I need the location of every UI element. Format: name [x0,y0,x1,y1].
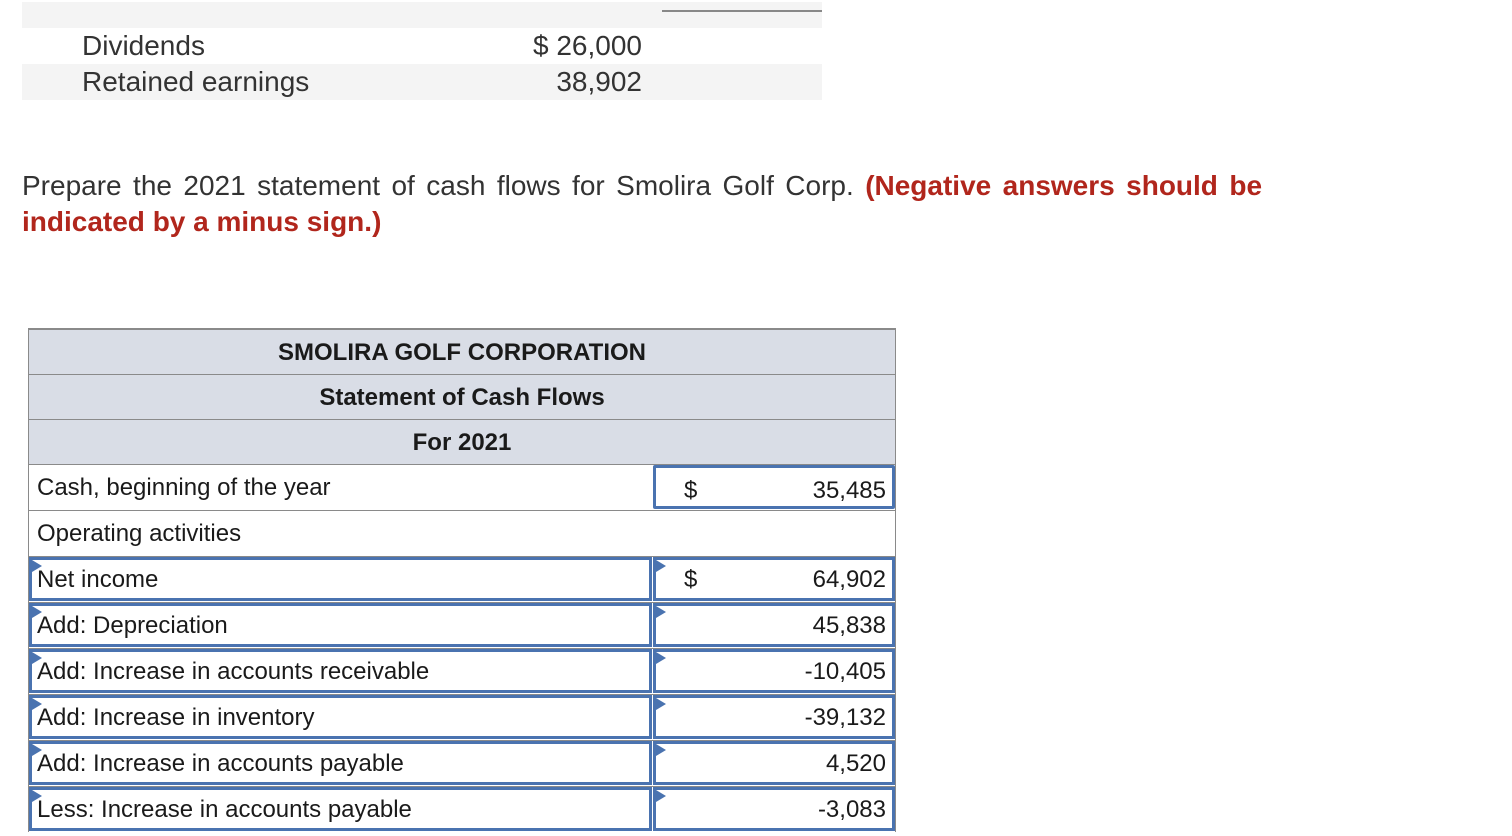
dropdown-marker-icon [32,606,42,618]
label-dropdown[interactable]: Less: Increase in accounts payable [29,787,652,831]
table-row: Dividends $ 26,000 [22,28,822,64]
amount-input[interactable]: 4,520 [653,741,895,785]
dropdown-marker-icon [656,698,666,710]
label-dropdown[interactable]: Net income [29,557,652,601]
cell-value: 45,838 [812,612,886,639]
dropdown-marker-icon [32,744,42,756]
cash-beginning-field[interactable]: $ 35,485 [653,465,895,509]
section-heading: Operating activities [37,520,242,547]
table-row: Net income $64,902 [28,556,896,602]
dropdown-marker-icon [32,698,42,710]
currency-symbol: $ [684,477,698,504]
amount-input[interactable]: 45,838 [653,603,895,647]
dropdown-marker-icon [656,652,666,664]
dropdown-marker-icon [32,560,42,572]
amount-input[interactable]: -3,083 [653,787,895,831]
balance-excerpt-table: Dividends $ 26,000 Retained earnings 38,… [22,2,822,100]
row-label: Add: Increase in accounts receivable [37,658,430,685]
cell-value: 64,902 [812,566,886,593]
row-label: Add: Increase in accounts payable [37,750,404,777]
table-row: Add: Increase in inventory -39,132 [28,694,896,740]
cash-beginning-row: Cash, beginning of the year $ 35,485 [28,464,896,510]
amount-input[interactable]: -10,405 [653,649,895,693]
label-dropdown[interactable]: Add: Increase in inventory [29,695,652,739]
row-amount: 38,902 [556,66,642,97]
row-amount: $ 26,000 [533,30,642,61]
row-label: Dividends [82,30,205,61]
amount-input[interactable]: -39,132 [653,695,895,739]
cash-flow-statement: SMOLIRA GOLF CORPORATION Statement of Ca… [28,328,896,832]
table-row: Add: Depreciation 45,838 [28,602,896,648]
instructions: Prepare the 2021 statement of cash flows… [22,168,1262,240]
row-label: Net income [37,566,159,593]
instructions-note: (Negative answers should be indicated by… [22,170,1263,237]
total-rule [662,10,822,12]
row-label: Cash, beginning of the year [37,474,331,501]
table-header-strip [22,2,822,28]
statement-period: For 2021 [28,419,896,464]
label-dropdown[interactable]: Add: Increase in accounts payable [29,741,652,785]
cell-value: -10,405 [804,658,886,685]
table-row: Retained earnings 38,902 [22,64,822,100]
label-dropdown[interactable]: Add: Increase in accounts receivable [29,649,652,693]
row-label: Retained earnings [82,66,310,97]
cell-value: 4,520 [825,750,886,777]
label-dropdown[interactable]: Add: Depreciation [29,603,652,647]
dropdown-marker-icon [656,790,666,802]
statement-title: Statement of Cash Flows [28,374,896,419]
dropdown-marker-icon [32,790,42,802]
dropdown-marker-icon [656,744,666,756]
instructions-text: Prepare the 2021 statement of cash flows… [22,170,854,201]
operating-heading-row: Operating activities [28,510,896,556]
dropdown-marker-icon [32,652,42,664]
company-name: SMOLIRA GOLF CORPORATION [28,328,896,374]
currency-symbol: $ [684,566,698,593]
cell-value: 35,485 [812,477,886,504]
row-label: Add: Depreciation [37,612,228,639]
cell-value: -39,132 [804,704,886,731]
table-row: Add: Increase in accounts receivable -10… [28,648,896,694]
table-row: Add: Increase in accounts payable 4,520 [28,740,896,786]
cell-value: -3,083 [817,796,886,823]
row-label: Add: Increase in inventory [37,704,315,731]
row-label: Less: Increase in accounts payable [37,796,412,823]
dropdown-marker-icon [656,606,666,618]
dropdown-marker-icon [656,560,666,572]
amount-input[interactable]: $64,902 [653,557,895,601]
table-row: Less: Increase in accounts payable -3,08… [28,786,896,832]
